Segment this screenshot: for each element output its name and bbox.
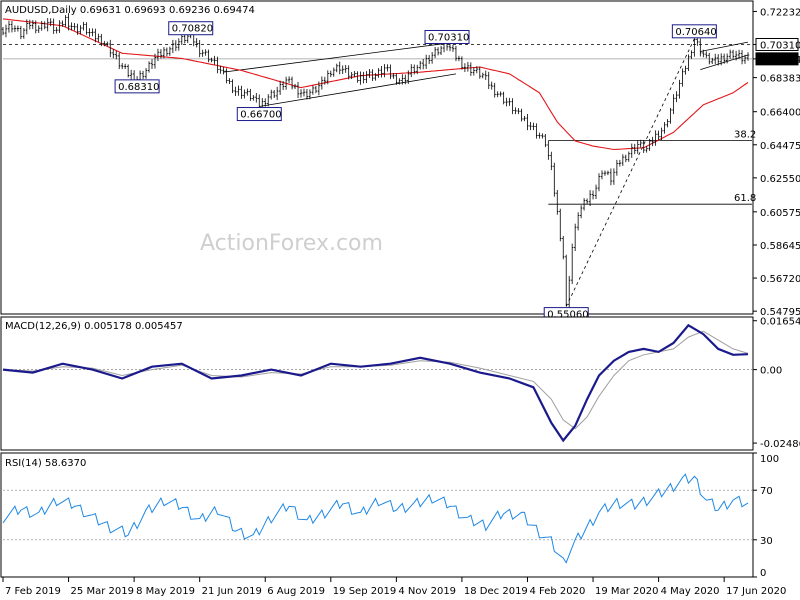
fib-label: 38.2 (734, 129, 756, 140)
macd-pane: MACD(12,26,9) 0.005178 0.005457 0.016540… (0, 316, 800, 451)
x-tick-label: 17 Jun 2020 (726, 586, 786, 597)
price-annotation: 0.70820 (172, 24, 213, 35)
fib-label: 61.8 (734, 193, 756, 204)
y-tick-label: 0.64475 (760, 141, 800, 152)
rsi-lines (2, 473, 752, 564)
price-chart-title: AUDUSD,Daily 0.69631 0.69693 0.69236 0.6… (5, 5, 255, 16)
macd-tick-label: -0.02486 (760, 439, 800, 450)
macd-title: MACD(12,26,9) 0.005178 0.005457 (5, 321, 183, 332)
macd-main-line (2, 323, 749, 443)
price-annotation-box (424, 29, 470, 44)
x-tick-label: 19 Sep 2019 (333, 586, 396, 597)
y-tick-label: 0.62550 (760, 174, 800, 185)
y-tick-label: 0.70310 (760, 40, 800, 51)
macd-lines (2, 323, 752, 443)
price-annotation: 0.68310 (118, 82, 159, 93)
x-tick-label: 21 Jun 2019 (202, 586, 262, 597)
x-tick-label: 7 Feb 2019 (5, 586, 61, 597)
price-candles (1, 13, 750, 309)
price-y-axis: 0.72232 0.70310 0.69474 0.68383 0.66400 0.644… (753, 7, 800, 318)
level-price-box (755, 37, 799, 51)
y-tick-label: 0.58645 (760, 241, 800, 252)
rsi-title: RSI(14) 58.6370 (5, 458, 86, 469)
x-axis: 7 Feb 2019 25 Mar 2019 8 May 2019 21 Jun 20… (2, 577, 786, 597)
macd-y-axis: 0.01654 0.00 -0.02486 (753, 317, 800, 450)
price-pane: ActionForex.com AUDUSD,Daily 0.69631 0.6… (0, 0, 800, 322)
y-tick-label: 0.54795 (760, 307, 800, 318)
rsi-tick-label: 0 (760, 568, 766, 579)
rsi-y-axis: 100 70 30 0 (753, 452, 779, 579)
macd-tick-label: 0.00 (760, 366, 782, 377)
y-tick-label: 0.69474 (760, 55, 800, 66)
macd-signal-line (2, 330, 749, 430)
fib-base-line (565, 38, 695, 307)
price-annotations: 0.70820 0.68310 0.66700 0.70310 0.70640 0.550… (114, 21, 717, 322)
channel-line (223, 41, 457, 73)
macd-tick-label: 0.01654 (760, 317, 800, 328)
price-annotation: 0.70640 (675, 27, 716, 38)
x-tick-label: 4 Nov 2019 (398, 586, 456, 597)
price-levels: 38.2 61.8 (3, 38, 756, 307)
x-tick-label: 4 Feb 2020 (529, 586, 585, 597)
price-annotation-box (114, 79, 160, 94)
macd-pane-frame (0, 316, 754, 451)
y-tick-label: 0.56720 (760, 274, 800, 285)
price-annotation-box (168, 21, 214, 36)
price-annotation: 0.70310 (428, 32, 469, 43)
x-tick-label: 8 May 2019 (136, 586, 195, 597)
watermark: ActionForex.com (200, 231, 383, 256)
triangle-line (700, 41, 749, 52)
y-tick-label: 0.60575 (760, 208, 800, 219)
x-tick-label: 18 Dec 2019 (464, 586, 528, 597)
y-tick-label: 0.72232 (760, 7, 800, 18)
rsi-tick-label: 100 (760, 454, 779, 465)
rsi-line (2, 473, 749, 564)
x-tick-label: 19 Mar 2020 (595, 586, 658, 597)
price-annotation-box (236, 107, 282, 122)
current-price-box (755, 52, 799, 66)
y-tick-label: 0.66400 (760, 108, 800, 119)
x-tick-label: 6 Aug 2019 (267, 586, 325, 597)
price-pane-frame (0, 0, 754, 315)
x-tick-label: 25 Mar 2019 (71, 586, 134, 597)
y-tick-label: 0.68383 (760, 74, 800, 85)
price-annotation-box (671, 24, 717, 39)
price-annotation: 0.66700 (240, 110, 281, 121)
channel-line (259, 73, 457, 107)
rsi-tick-label: 30 (760, 536, 773, 547)
x-tick-label: 4 May 2020 (661, 586, 720, 597)
rsi-pane-frame (0, 452, 754, 578)
rsi-tick-label: 70 (760, 486, 773, 497)
price-annotation: 0.55060 (547, 310, 588, 321)
rsi-pane: RSI(14) 58.6370 100 70 30 0 (0, 452, 779, 579)
